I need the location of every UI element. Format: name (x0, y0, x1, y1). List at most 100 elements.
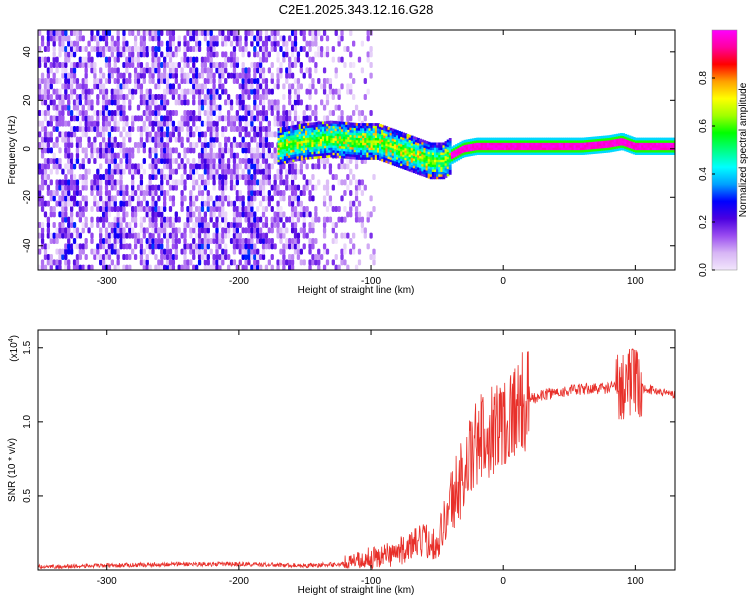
spectrogram-cell (293, 163, 298, 170)
spectrogram-cell (107, 168, 112, 175)
spectrogram-cell (61, 131, 65, 138)
spectrogram-cell (238, 83, 242, 90)
spectrogram-cell (139, 254, 144, 260)
spectrogram-ridge-cell (315, 126, 319, 130)
spectrogram-ridge-cell (537, 142, 541, 146)
spectrogram-ridge-cell (592, 148, 596, 152)
spectrogram-ridge-cell (412, 138, 416, 142)
spectrogram-cell (314, 206, 318, 212)
spectrogram-ridge-cell (355, 147, 359, 151)
spectrogram-cell (328, 168, 333, 175)
spectrogram-cell (317, 78, 321, 84)
spectrogram-ridge-cell (493, 149, 497, 153)
spectrogram-cell (256, 104, 260, 111)
spectrogram-cell (192, 35, 196, 42)
spectrogram-ridge-cell (298, 126, 302, 130)
spectrogram-cell (235, 163, 240, 170)
spectrogram-ridge-cell (632, 146, 636, 150)
spectrogram-cell (369, 211, 373, 218)
spectrogram-cell (279, 67, 283, 74)
spectrogram-ridge-cell (429, 176, 433, 180)
spectrogram-ridge-cell (478, 140, 482, 143)
spectrogram-cell (209, 238, 213, 244)
spectrogram-cell (209, 152, 213, 159)
spectrogram-cell (279, 248, 283, 255)
spectrogram-ridge-cell (603, 150, 606, 153)
spectrogram-ridge-cell (546, 142, 549, 146)
spectrogram-ridge-cell (658, 137, 661, 141)
spectrogram-cell (253, 62, 257, 68)
spectrogram-cell (197, 110, 202, 116)
spectrogram-cell (290, 46, 295, 52)
spectrogram-cell (116, 211, 120, 218)
spectrogram-cell (128, 46, 132, 52)
spectrogram-cell (183, 238, 187, 244)
spectrogram-cell (352, 40, 356, 47)
spectrogram-ridge-cell (560, 147, 564, 151)
spectrogram-cell (61, 222, 65, 228)
spectrogram-cell (52, 51, 56, 58)
spectrogram-ridge-cell (457, 142, 461, 146)
spectrogram-cell (320, 51, 324, 58)
spectrogram-cell (218, 179, 222, 186)
spectrogram-cell (288, 83, 292, 90)
spectrogram-cell (302, 216, 306, 223)
spectrogram-cell (101, 35, 106, 42)
spectrogram-cell (142, 78, 146, 84)
spectrogram-ridge-cell (457, 157, 461, 161)
spectrogram-cell (119, 131, 123, 138)
spectrogram-ridge-cell (410, 164, 414, 168)
spectrogram-ridge-cell (448, 171, 452, 175)
spectrogram-ridge-cell (535, 144, 539, 148)
spectrogram-cell (72, 179, 77, 186)
spectrogram-cell (331, 88, 335, 95)
spectrogram-cell (320, 158, 324, 164)
spectrogram-cell (52, 163, 56, 170)
spectrogram-ridge-cell (431, 147, 435, 151)
spectrogram-cell (165, 46, 170, 52)
spectrogram-ridge-cell (366, 142, 370, 146)
spectrogram-ridge-cell (569, 144, 573, 148)
spectrogram-ridge-cell (436, 152, 439, 155)
spectrogram-cell (165, 158, 170, 164)
spectrogram-cell (136, 168, 141, 175)
spectrogram-cell (314, 216, 318, 223)
spectrogram-cell (151, 158, 155, 164)
spectrogram-cell (282, 35, 286, 42)
spectrogram-ridge-cell (302, 140, 306, 144)
spectrogram-ridge-cell (283, 131, 287, 135)
spectrogram-cell (87, 62, 91, 68)
spectrogram-ridge-cell (343, 121, 346, 125)
spectrogram-cell (258, 168, 263, 175)
spectrogram-cell (189, 56, 193, 63)
spectrogram-cell (195, 56, 199, 63)
spectrogram-cell (285, 40, 289, 47)
spectrogram-cell (163, 200, 167, 207)
spectrogram-cell (238, 131, 242, 138)
spectrogram-cell (273, 179, 277, 186)
spectrogram-cell (322, 163, 327, 170)
spectrogram-ridge-cell (537, 152, 541, 155)
spectrogram-cell (232, 158, 237, 164)
spectrogram-ridge-cell (381, 156, 384, 160)
spectrogram-cell (110, 46, 114, 52)
spectrogram-cell (61, 67, 65, 74)
spectrogram-cell (218, 264, 222, 270)
spectrogram-cell (256, 94, 260, 100)
spectrogram-ridge-cell (345, 155, 348, 159)
spectrogram-ridge-cell (330, 140, 334, 143)
spectrogram-cell (349, 72, 353, 79)
spectrogram-ridge-cell (404, 167, 408, 171)
spectrogram-cell (247, 254, 251, 260)
spectrogram-cell (104, 190, 109, 196)
spectrogram-cell (270, 184, 274, 191)
spectrogram-cell (322, 78, 327, 84)
spectrogram-ridge-cell (402, 156, 406, 160)
spectrogram-ridge-cell (527, 149, 530, 153)
spectrogram-cell (360, 67, 365, 74)
spectrogram-cell (285, 238, 289, 244)
spectrogram-cell (177, 163, 181, 170)
spectrogram-ridge-cell (539, 142, 543, 146)
spectrogram-ridge-cell (398, 162, 401, 166)
spectrogram-cell (58, 227, 62, 234)
